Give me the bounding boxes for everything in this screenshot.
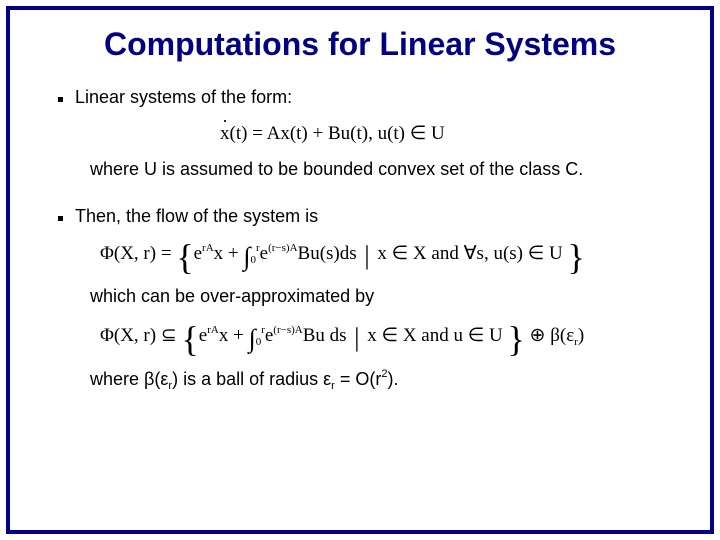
vbar-icon: |: [361, 241, 372, 270]
s3-prefix: where β(ε: [90, 369, 168, 389]
bullet-1: Linear systems of the form:: [58, 87, 670, 108]
eq2-cond: x ∈ X and ∀s, u(s) ∈ U: [373, 243, 568, 264]
equation-2: Φ(X, r) = {erAx + ∫0re(r−s)ABu(s)ds | x …: [100, 241, 670, 272]
right-brace-icon: }: [568, 237, 585, 277]
eq3-e1: e: [199, 325, 207, 346]
eq2-lhs: Φ(X, r) =: [100, 243, 176, 264]
integral-icon: ∫: [249, 324, 256, 353]
eq3-cond: x ∈ X and u ∈ U: [363, 325, 508, 346]
eq3-e2-sup: (r−s)A: [273, 324, 302, 336]
eq3-e1-sup: rA: [207, 324, 219, 336]
eq2-intlo: 0: [250, 254, 256, 266]
eq3-intlo: 0: [256, 336, 262, 348]
eq2-e2-sup: (r−s)A: [268, 242, 297, 254]
s3-end: ).: [387, 369, 398, 389]
equation-1: x(t) = Ax(t) + Bu(t), u(t) ∈ U: [220, 122, 670, 145]
bullet-dot-icon: [58, 216, 63, 221]
slide-title: Computations for Linear Systems: [50, 26, 670, 63]
x-dot: x: [220, 123, 230, 145]
eq2-e1: e: [194, 243, 202, 264]
eq3-oplus: ⊕ β(ε: [525, 325, 574, 346]
equation-3: Φ(X, r) ⊆ {erAx + ∫0re(r−s)ABu ds | x ∈ …: [100, 323, 670, 354]
bullet-1-text: Linear systems of the form:: [75, 87, 292, 108]
vbar-icon: |: [351, 323, 362, 352]
slide-frame: Computations for Linear Systems Linear s…: [6, 6, 714, 534]
s3-eq: = O(r: [335, 369, 382, 389]
bullet-2: Then, the flow of the system is: [58, 206, 670, 227]
subtext-3: where β(εr) is a ball of radius εr = O(r…: [90, 368, 670, 392]
eq2-e2: e: [260, 243, 268, 264]
eq3-oplus-end: ): [578, 325, 584, 346]
eq3-lhs: Φ(X, r) ⊆: [100, 325, 182, 346]
eq2-term2b: Bu(s)ds: [298, 243, 362, 264]
left-brace-icon: {: [176, 237, 193, 277]
eq3-term2b: Bu ds: [303, 325, 352, 346]
right-brace-icon: }: [508, 319, 525, 359]
bullet-2-text: Then, the flow of the system is: [75, 206, 318, 227]
s3-mid: ) is a ball of radius ε: [172, 369, 331, 389]
bullet-dot-icon: [58, 97, 63, 102]
subtext-1: where U is assumed to be bounded convex …: [90, 159, 670, 180]
eq3-term1b: x +: [219, 325, 249, 346]
eq2-e1-sup: rA: [202, 242, 214, 254]
eq1-rest: (t) = Ax(t) + Bu(t), u(t) ∈ U: [230, 123, 445, 144]
eq2-term1b: x +: [214, 243, 244, 264]
left-brace-icon: {: [182, 319, 199, 359]
subtext-2: which can be over-approximated by: [90, 286, 670, 307]
